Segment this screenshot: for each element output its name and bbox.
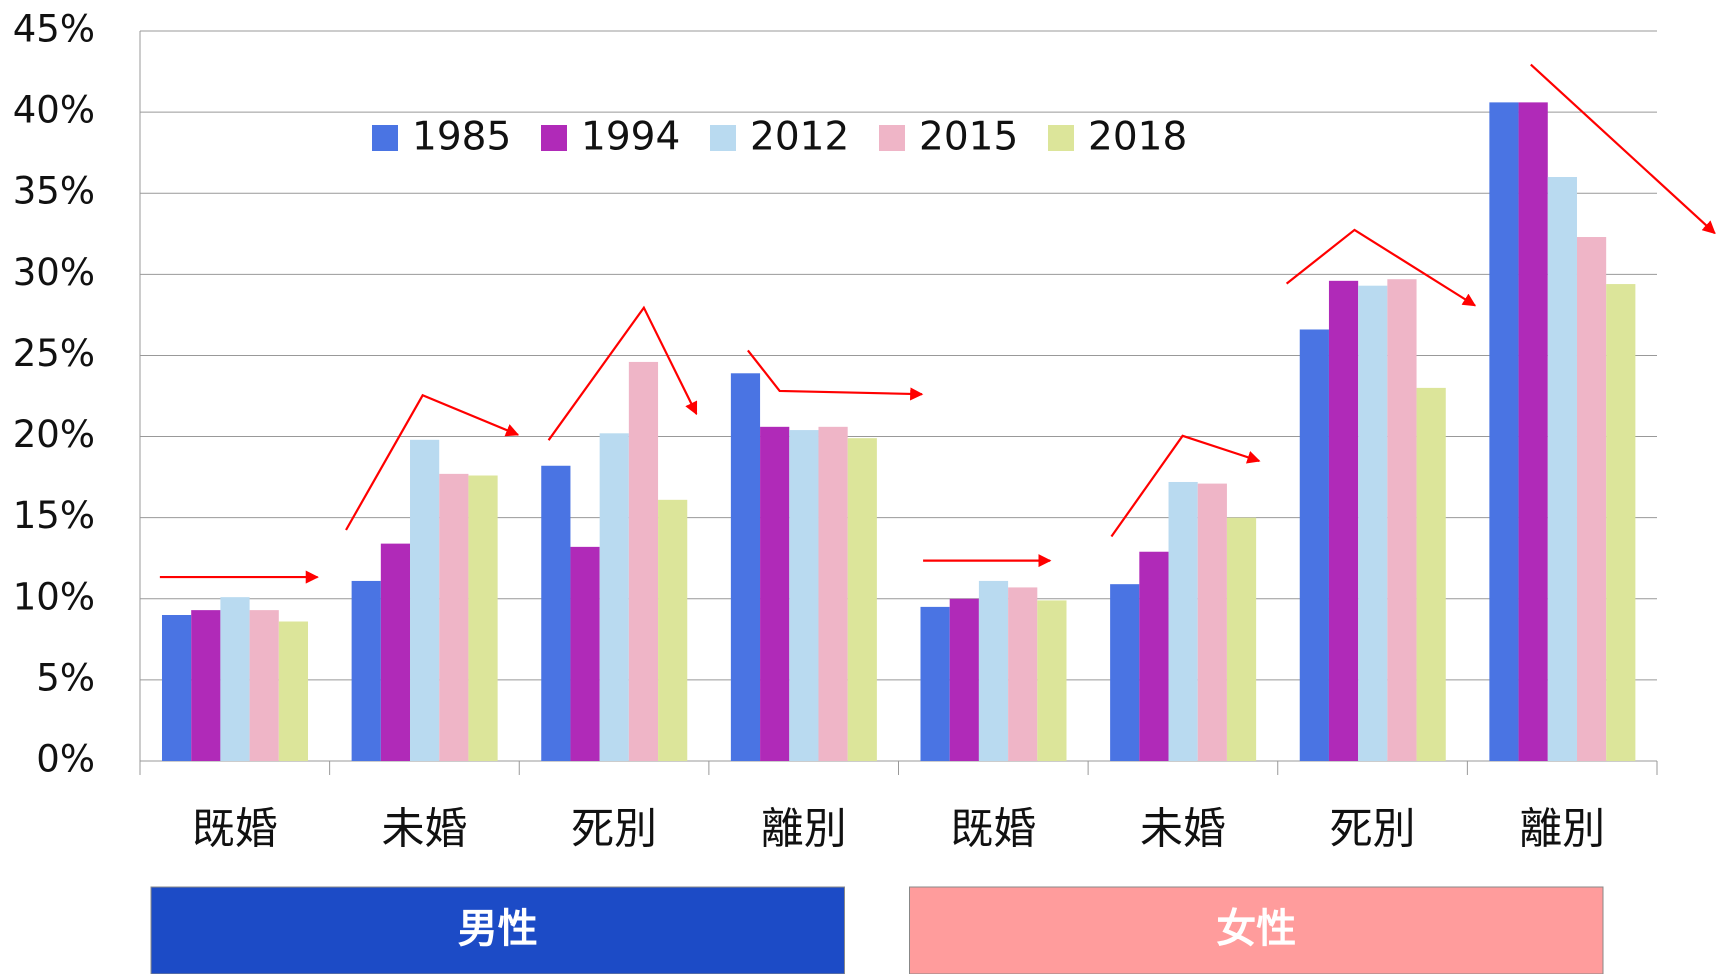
x-tick-label: 既婚 xyxy=(192,805,278,855)
x-tick-label: 未婚 xyxy=(381,805,467,855)
group-labels: 男性 女性 xyxy=(150,886,1604,974)
x-tick-label: 離別 xyxy=(1519,805,1605,855)
bar xyxy=(599,433,629,761)
bar xyxy=(978,580,1009,761)
arrow xyxy=(1110,434,1261,538)
bar xyxy=(730,373,761,761)
bar xyxy=(1518,102,1548,761)
bar xyxy=(1226,517,1257,761)
bar xyxy=(410,439,440,761)
bar xyxy=(818,426,848,761)
group-label: 男性 xyxy=(458,906,538,952)
arrow xyxy=(1530,63,1716,235)
bar xyxy=(1197,483,1227,761)
bar xyxy=(949,598,979,761)
bar xyxy=(1299,329,1329,761)
bar xyxy=(1489,102,1519,761)
legend-swatch xyxy=(879,125,905,151)
bar xyxy=(468,475,498,761)
bar xyxy=(1416,387,1446,761)
legend: 1985 1994 2012 2015 2018 xyxy=(372,115,1187,160)
bar xyxy=(191,610,221,761)
bar xyxy=(249,610,279,761)
bar xyxy=(1110,584,1140,761)
legend-label: 1994 xyxy=(581,115,680,160)
bar xyxy=(628,361,659,761)
y-tick-label: 10% xyxy=(13,575,95,618)
bar xyxy=(161,615,192,761)
y-tick-label: 5% xyxy=(36,656,95,699)
bar xyxy=(789,430,819,761)
bars xyxy=(161,102,1636,761)
y-tick-label: 40% xyxy=(13,89,95,132)
legend-swatch xyxy=(710,125,736,151)
group-box xyxy=(909,886,1604,974)
bar xyxy=(1358,285,1388,761)
arrow xyxy=(547,305,698,441)
bar xyxy=(278,621,309,761)
bar xyxy=(220,597,250,761)
legend-label: 2015 xyxy=(919,115,1018,160)
bar xyxy=(1168,481,1198,761)
y-tick-label: 20% xyxy=(13,413,95,456)
group-box xyxy=(150,886,845,974)
bar xyxy=(1547,177,1577,761)
y-tick-label: 45% xyxy=(13,8,95,51)
trend-arrows xyxy=(159,63,1716,584)
legend-label: 1985 xyxy=(412,115,511,160)
bar xyxy=(658,499,688,761)
arrow xyxy=(1285,228,1477,307)
bar xyxy=(920,606,950,761)
bar xyxy=(1328,280,1359,761)
legend-label: 2012 xyxy=(750,115,849,160)
arrow xyxy=(747,349,924,401)
x-tick-label: 既婚 xyxy=(950,805,1036,855)
x-tick-label: 離別 xyxy=(761,805,847,855)
y-tick-label: 15% xyxy=(13,494,95,537)
group-label: 女性 xyxy=(1216,906,1296,952)
bar xyxy=(760,426,790,761)
bar xyxy=(1606,284,1636,761)
bar xyxy=(847,438,877,761)
arrow xyxy=(345,393,520,531)
bar xyxy=(1008,587,1038,761)
legend-swatch xyxy=(541,125,567,151)
bar xyxy=(380,543,411,761)
y-tick-label: 25% xyxy=(13,332,95,375)
legend-swatch xyxy=(1048,125,1074,151)
y-tick-label: 30% xyxy=(13,251,95,294)
x-tick-label: 死別 xyxy=(1330,805,1416,855)
bar xyxy=(541,465,571,761)
bar xyxy=(570,546,600,761)
bar xyxy=(351,580,381,761)
x-tick-label: 死別 xyxy=(571,805,657,855)
x-tick-label: 未婚 xyxy=(1140,805,1226,855)
y-tick-label: 0% xyxy=(36,738,95,781)
bar xyxy=(1576,237,1607,761)
bar xyxy=(1037,600,1067,761)
legend-label: 2018 xyxy=(1088,115,1187,160)
legend-swatch xyxy=(372,125,398,151)
y-tick-label: 35% xyxy=(13,170,95,213)
bar xyxy=(1139,551,1169,761)
bar xyxy=(1387,279,1417,761)
bar xyxy=(439,473,469,761)
